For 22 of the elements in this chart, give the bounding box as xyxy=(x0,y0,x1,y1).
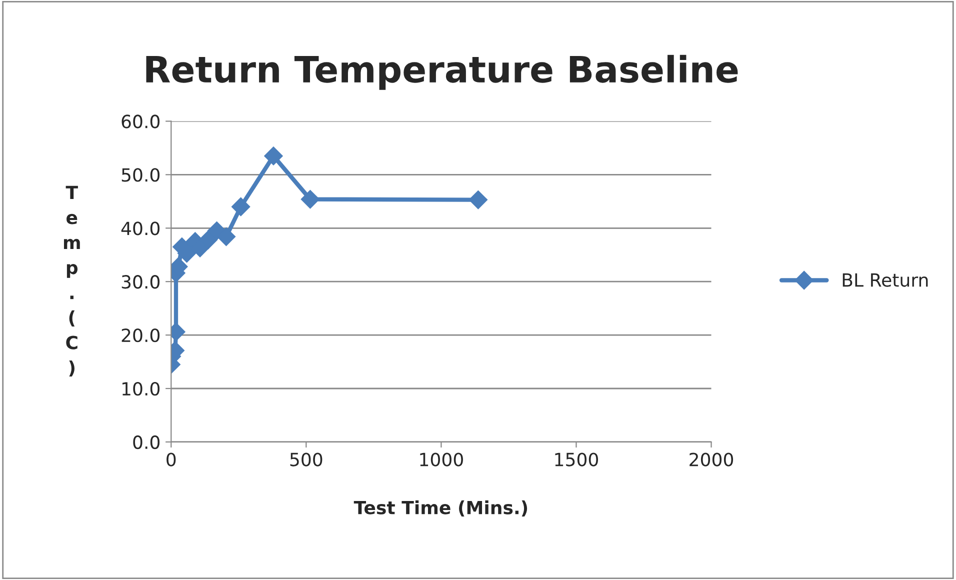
y-tick-label: 30.0 xyxy=(122,275,160,289)
x-tick-label: 1000 xyxy=(420,452,463,466)
x-tick-label: 0 xyxy=(166,452,176,466)
y-tick-label: 10.0 xyxy=(122,382,160,396)
point xyxy=(216,227,236,246)
x-tick-label: 1500 xyxy=(555,452,598,466)
y-tick-label: 60.0 xyxy=(122,114,160,128)
point xyxy=(300,190,320,209)
y-tick-label: 20.0 xyxy=(122,328,160,342)
y-axis-title: Temp. (C) xyxy=(64,186,80,377)
y-tick-label: 0.0 xyxy=(133,435,160,450)
x-tick-label: 500 xyxy=(290,452,322,466)
point xyxy=(264,146,283,166)
y-tick-label: 50.0 xyxy=(122,168,160,182)
y-tick-label: 40.0 xyxy=(121,222,160,236)
chart-title: Return Temperature Baseline xyxy=(146,54,738,90)
legend-label: BL Return xyxy=(842,273,928,287)
point xyxy=(198,230,218,250)
x-tick-label: 2000 xyxy=(690,452,734,466)
point xyxy=(231,197,250,216)
x-axis-title: Test Time (Mins.) xyxy=(354,500,528,517)
point xyxy=(468,190,488,210)
